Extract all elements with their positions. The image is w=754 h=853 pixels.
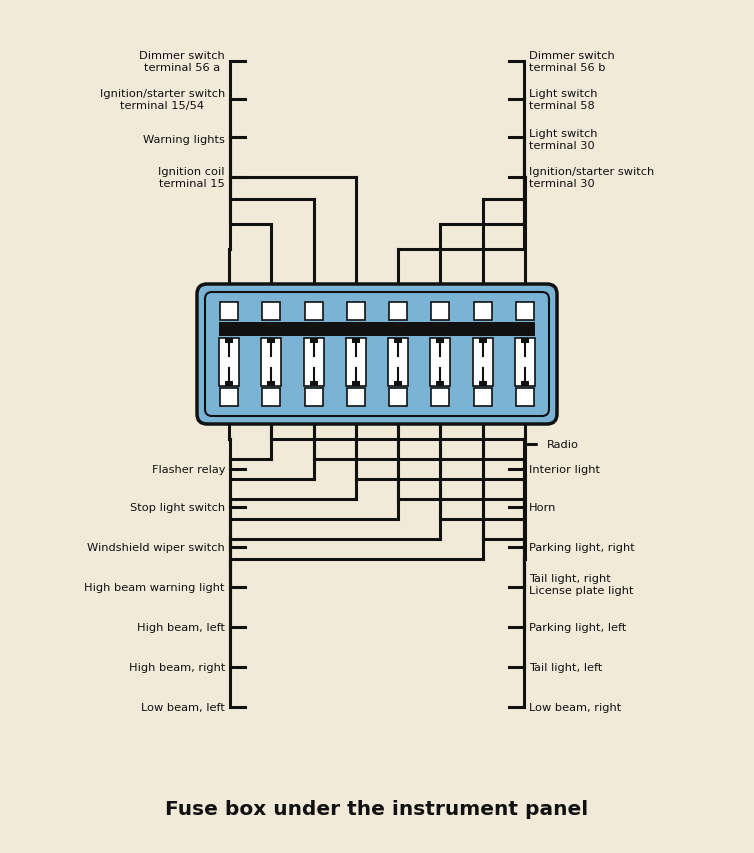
FancyBboxPatch shape — [197, 285, 557, 425]
Bar — [225, 381, 233, 386]
Bar — [267, 381, 275, 386]
Text: Radio: Radio — [547, 439, 579, 450]
Text: Fuse box under the instrument panel: Fuse box under the instrument panel — [165, 799, 589, 819]
Bar — [346, 339, 366, 386]
Bar — [515, 339, 535, 386]
Bar — [388, 339, 408, 386]
Text: Tail light, left: Tail light, left — [529, 662, 602, 672]
Bar — [304, 339, 323, 386]
Bar — [347, 303, 365, 321]
Bar — [352, 339, 360, 344]
Text: High beam, left: High beam, left — [137, 623, 225, 632]
Text: Light switch
terminal 30: Light switch terminal 30 — [529, 129, 597, 151]
Bar — [394, 339, 402, 344]
Bar — [262, 389, 280, 407]
Bar — [474, 389, 492, 407]
Text: Warning lights: Warning lights — [143, 135, 225, 145]
Text: Ignition/starter switch
terminal 30: Ignition/starter switch terminal 30 — [529, 167, 654, 189]
Text: Low beam, right: Low beam, right — [529, 702, 621, 712]
Bar — [473, 339, 492, 386]
Text: Low beam, left: Low beam, left — [141, 702, 225, 712]
Bar — [310, 381, 317, 386]
Bar — [220, 389, 238, 407]
Bar — [347, 389, 365, 407]
Bar — [521, 339, 529, 344]
Text: Horn: Horn — [529, 502, 556, 513]
Bar — [267, 339, 275, 344]
Text: High beam, right: High beam, right — [129, 662, 225, 672]
Bar — [516, 389, 534, 407]
Text: Ignition coil
terminal 15: Ignition coil terminal 15 — [158, 167, 225, 189]
Bar — [431, 389, 449, 407]
Text: Dimmer switch
terminal 56 a: Dimmer switch terminal 56 a — [139, 51, 225, 73]
Bar — [431, 303, 449, 321]
Bar — [262, 339, 281, 386]
Bar — [521, 381, 529, 386]
Text: Interior light: Interior light — [529, 464, 600, 474]
Bar — [352, 381, 360, 386]
Bar — [431, 339, 450, 386]
Bar — [310, 339, 317, 344]
Bar — [479, 339, 487, 344]
Bar — [437, 381, 444, 386]
Bar — [219, 322, 535, 337]
Text: Stop light switch: Stop light switch — [130, 502, 225, 513]
Text: Ignition/starter switch
terminal 15/54: Ignition/starter switch terminal 15/54 — [100, 89, 225, 111]
Bar — [305, 303, 323, 321]
Text: Dimmer switch
terminal 56 b: Dimmer switch terminal 56 b — [529, 51, 615, 73]
Text: Windshield wiper switch: Windshield wiper switch — [87, 543, 225, 553]
Text: High beam warning light: High beam warning light — [84, 583, 225, 592]
Bar — [437, 339, 444, 344]
Bar — [479, 381, 487, 386]
Bar — [389, 303, 407, 321]
Bar — [516, 303, 534, 321]
Text: Light switch
terminal 58: Light switch terminal 58 — [529, 89, 597, 111]
Bar — [394, 381, 402, 386]
Bar — [262, 303, 280, 321]
Text: Parking light, left: Parking light, left — [529, 623, 627, 632]
Text: Tail light, right
License plate light: Tail light, right License plate light — [529, 573, 633, 595]
Bar — [305, 389, 323, 407]
Bar — [225, 339, 233, 344]
Bar — [389, 389, 407, 407]
Bar — [474, 303, 492, 321]
Text: Flasher relay: Flasher relay — [152, 464, 225, 474]
Bar — [219, 339, 239, 386]
Text: Parking light, right: Parking light, right — [529, 543, 635, 553]
Bar — [220, 303, 238, 321]
